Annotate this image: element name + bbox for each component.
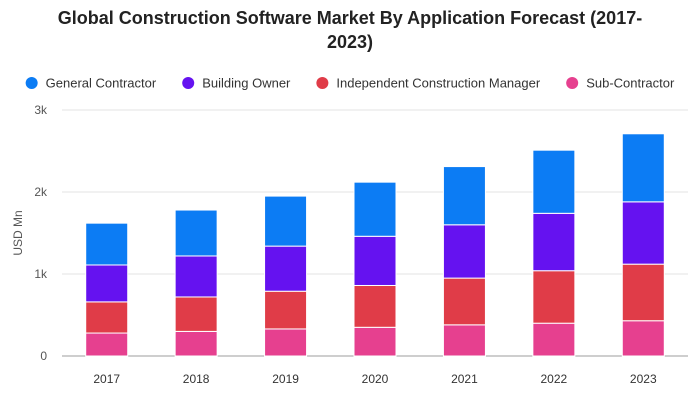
bar-segment [85, 264, 129, 303]
bar-segment [532, 270, 576, 324]
x-tick-label: 2019 [272, 372, 299, 386]
chart-title: Global Construction Software Market By A… [0, 6, 700, 54]
bar-segment [353, 326, 397, 357]
y-tick-label: 2k [34, 185, 48, 199]
x-tick-label: 2017 [93, 372, 120, 386]
bar-segment [621, 320, 665, 357]
bar-segment [85, 332, 129, 357]
bar-segment [85, 222, 129, 266]
legend-marker [566, 77, 579, 89]
bar-segment [442, 224, 486, 279]
bar-segment [353, 181, 397, 237]
bar-segment [621, 133, 665, 203]
bar-segment [264, 245, 308, 292]
legend-label: General Contractor [46, 76, 157, 91]
bar-segment [532, 322, 576, 357]
x-tick-label: 2018 [183, 372, 210, 386]
legend-marker [25, 77, 38, 89]
bar-segment [621, 263, 665, 322]
bar-segment [174, 255, 218, 298]
legend-label: Building Owner [202, 76, 291, 91]
chart-title-line-2: 2023) [326, 32, 374, 52]
legend-label: Independent Construction Manager [336, 76, 540, 91]
bar-segment [264, 195, 308, 247]
bar-segment [264, 290, 308, 330]
bar-segment [353, 284, 397, 328]
bar-segment [353, 235, 397, 286]
bar-segment [442, 166, 486, 226]
legend-marker [316, 77, 329, 89]
x-tick-label: 2023 [630, 372, 657, 386]
bar-segment [621, 201, 665, 265]
y-tick-label: 3k [34, 103, 48, 117]
bar-segment [174, 209, 218, 257]
bar-segment [442, 324, 486, 357]
legend-label: Sub-Contractor [586, 76, 675, 91]
chart-title-line-1: Global Construction Software Market By A… [57, 8, 643, 28]
bar-segment [264, 328, 308, 357]
x-tick-label: 2021 [451, 372, 478, 386]
bar-segment [85, 301, 129, 334]
x-tick-label: 2020 [362, 372, 389, 386]
y-tick-label: 0 [40, 349, 47, 363]
bar-segment [532, 212, 576, 272]
bar-segment [532, 149, 576, 214]
x-tick-label: 2022 [541, 372, 568, 386]
bar-segment [174, 330, 218, 357]
legend-marker [182, 77, 195, 89]
y-axis-label: USD Mn [11, 210, 25, 255]
bar-segment [174, 296, 218, 332]
y-tick-label: 1k [34, 267, 48, 281]
bar-segment [442, 277, 486, 326]
